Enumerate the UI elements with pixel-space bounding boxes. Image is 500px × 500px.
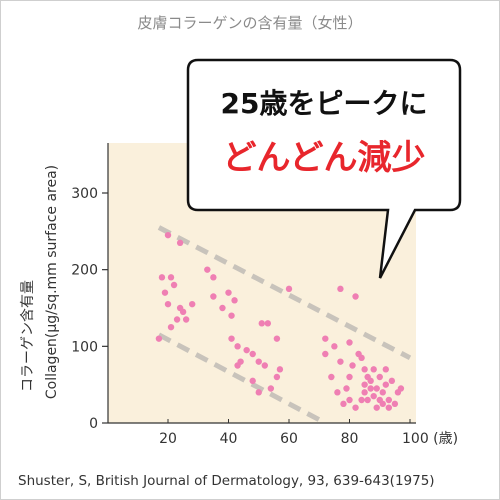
x-tick-label: 40 bbox=[220, 431, 238, 447]
data-point bbox=[391, 400, 399, 408]
callout-bubble: 25歳をピークに どんどん減少 bbox=[186, 58, 462, 279]
data-point bbox=[343, 385, 350, 392]
data-point bbox=[385, 404, 393, 411]
data-point bbox=[255, 358, 262, 365]
data-point bbox=[273, 335, 281, 342]
data-point bbox=[243, 346, 250, 354]
data-point bbox=[164, 300, 172, 308]
data-point bbox=[382, 366, 389, 373]
data-point bbox=[161, 289, 169, 296]
data-point bbox=[273, 373, 281, 381]
data-point bbox=[349, 362, 356, 369]
citation: Shuster, S, British Journal of Dermatolo… bbox=[18, 473, 435, 489]
data-point bbox=[234, 343, 241, 350]
data-point bbox=[258, 320, 265, 327]
x-tick-label: 80 bbox=[341, 431, 359, 447]
y-tick-label: 0 bbox=[89, 416, 98, 432]
data-point bbox=[379, 400, 386, 408]
data-point bbox=[322, 335, 329, 342]
data-point bbox=[352, 293, 359, 300]
data-point bbox=[204, 266, 211, 273]
data-point bbox=[155, 335, 163, 342]
data-point bbox=[267, 385, 275, 392]
data-point bbox=[167, 274, 175, 281]
x-axis-ticks: 20 40 60 80 100 (歳) bbox=[159, 419, 458, 447]
data-point bbox=[370, 392, 377, 400]
data-point bbox=[234, 362, 241, 369]
data-point bbox=[382, 381, 389, 388]
data-point bbox=[373, 404, 380, 411]
data-point bbox=[249, 350, 256, 358]
data-point bbox=[331, 343, 338, 350]
data-point bbox=[255, 389, 262, 396]
data-point bbox=[340, 400, 347, 408]
data-point bbox=[385, 396, 393, 404]
y-axis-label-japanese: コラーゲン含有量 bbox=[20, 280, 36, 392]
data-point bbox=[285, 285, 293, 293]
data-point bbox=[358, 354, 365, 362]
data-point bbox=[249, 377, 256, 385]
data-point bbox=[167, 323, 175, 331]
x-tick-label: 20 bbox=[159, 431, 177, 447]
trend-band-upper bbox=[157, 225, 412, 361]
x-tick-label: 60 bbox=[280, 431, 298, 447]
data-point bbox=[158, 274, 166, 281]
data-point bbox=[373, 385, 380, 392]
data-point bbox=[346, 339, 353, 346]
y-tick-label: 200 bbox=[71, 263, 98, 279]
trend-bands bbox=[157, 225, 412, 426]
chart-title: 皮膚コラーゲンの含有量（女性） bbox=[137, 14, 362, 32]
data-points bbox=[155, 231, 405, 411]
y-tick-label: 100 bbox=[71, 339, 98, 355]
axes bbox=[107, 143, 416, 424]
data-point bbox=[225, 289, 232, 296]
data-point bbox=[346, 373, 353, 381]
data-point bbox=[334, 389, 341, 396]
data-point bbox=[210, 274, 217, 281]
data-point bbox=[219, 304, 226, 312]
data-point bbox=[352, 404, 359, 411]
data-point bbox=[164, 231, 172, 239]
data-point bbox=[176, 239, 184, 247]
data-point bbox=[337, 358, 344, 365]
y-tick-label: 300 bbox=[71, 186, 98, 202]
callout-line2: どんどん減少 bbox=[223, 138, 426, 178]
data-point bbox=[361, 366, 368, 373]
data-point bbox=[276, 366, 284, 373]
data-point bbox=[346, 396, 353, 404]
data-point bbox=[376, 373, 383, 381]
data-point bbox=[170, 281, 178, 289]
y-axis-label-english: Collagen(μg/sq.mm surface area) bbox=[44, 165, 60, 399]
data-point bbox=[173, 316, 181, 323]
data-point bbox=[397, 385, 405, 392]
data-point bbox=[367, 377, 374, 385]
data-point bbox=[379, 389, 386, 396]
data-point bbox=[337, 285, 344, 293]
data-point bbox=[328, 373, 335, 381]
x-tick-label: 100 (歳) bbox=[402, 431, 458, 447]
trend-band-lower bbox=[157, 332, 327, 426]
callout-line1: 25歳をピークに bbox=[221, 87, 428, 120]
y-axis-ticks: 0 100 200 300 bbox=[71, 186, 108, 432]
data-point bbox=[364, 396, 371, 404]
data-point bbox=[361, 389, 368, 396]
data-point bbox=[358, 396, 365, 404]
data-point bbox=[367, 385, 374, 392]
data-point bbox=[322, 350, 329, 358]
data-point bbox=[176, 304, 184, 312]
data-point bbox=[361, 381, 368, 388]
data-point bbox=[231, 297, 238, 304]
data-point bbox=[228, 312, 235, 319]
data-point bbox=[228, 335, 235, 342]
data-point bbox=[264, 320, 272, 327]
data-point bbox=[370, 366, 377, 373]
data-point bbox=[182, 316, 190, 323]
data-point bbox=[388, 377, 396, 385]
callout-shape bbox=[186, 58, 462, 279]
data-point bbox=[261, 362, 268, 369]
data-point bbox=[189, 300, 196, 308]
data-point bbox=[210, 293, 217, 300]
